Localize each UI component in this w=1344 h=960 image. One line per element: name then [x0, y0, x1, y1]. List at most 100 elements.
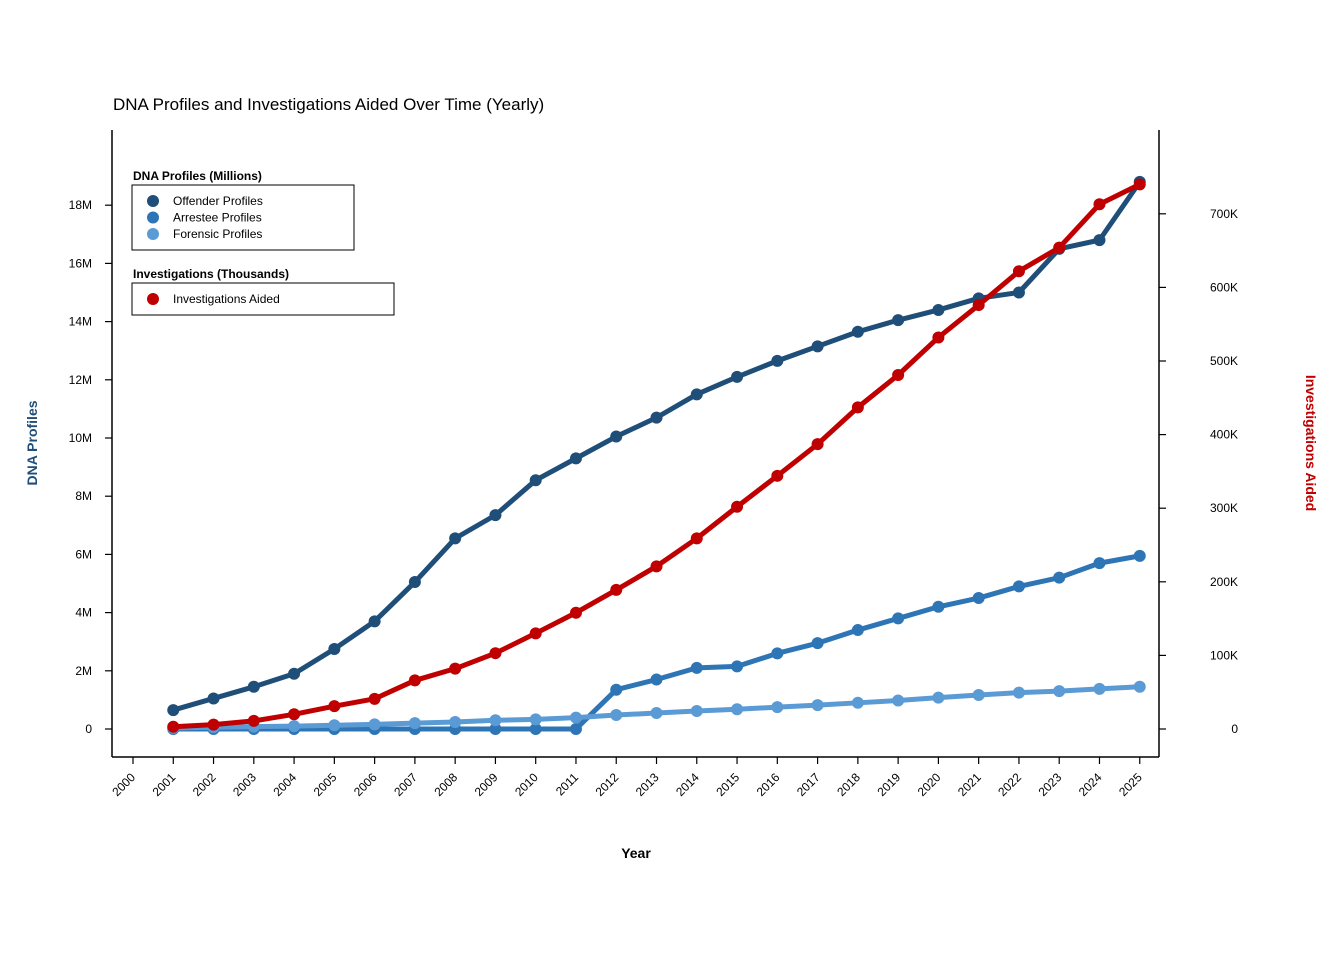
- arrestee-profiles-point: [610, 683, 623, 696]
- x-ticks: 2000 2001 2002 2003 2004 2005 2006 2007 2008 2009…: [109, 757, 1145, 799]
- arrestee-profiles-point: [489, 723, 502, 735]
- left-tick-label: 18M: [69, 198, 92, 212]
- offender-profiles-point: [529, 474, 542, 487]
- investigations-aided-line: [170, 181, 1143, 730]
- right-tick-label: 200K: [1210, 575, 1238, 589]
- forensic-profiles-point: [449, 716, 462, 729]
- offender-profiles-point: [690, 388, 703, 401]
- offender-profiles-point: [1012, 286, 1025, 299]
- offender-profiles-point: [771, 354, 784, 367]
- offender-profiles-line: [170, 179, 1143, 713]
- forensic-profiles-point: [1053, 685, 1066, 698]
- x-tick-label: 2022: [995, 770, 1024, 799]
- investigations-aided-point: [972, 299, 985, 312]
- arrestee-profiles-point: [650, 673, 663, 686]
- arrestee-profiles-point: [731, 660, 744, 673]
- x-tick-label: 2006: [351, 770, 380, 799]
- offender-profiles-point: [247, 680, 260, 693]
- forensic-profiles-point: [892, 694, 905, 707]
- offender-profiles-point: [489, 509, 502, 522]
- forensic-profiles-point: [288, 720, 301, 733]
- y-axis-label-left: DNA Profiles: [24, 400, 40, 485]
- investigations-aided-point: [489, 647, 502, 660]
- investigations-aided-point: [1093, 198, 1106, 211]
- investigations-aided-point: [771, 469, 784, 482]
- legend-right-items: Investigations Aided: [147, 292, 280, 306]
- legend-marker-arrestee-profiles: [147, 211, 159, 224]
- legend-label-forensic-profiles: Forensic Profiles: [173, 227, 262, 241]
- right-tick-label: 600K: [1210, 280, 1238, 294]
- forensic-profiles-point: [529, 713, 542, 726]
- x-tick-label: 2007: [391, 770, 420, 799]
- investigations-aided-point: [731, 500, 744, 513]
- arrestee-profiles-point: [1053, 571, 1066, 584]
- x-tick-label: 2016: [754, 770, 783, 799]
- forensic-profiles-point: [610, 709, 623, 722]
- forensic-profiles-point: [851, 696, 864, 709]
- investigations-aided-point: [247, 714, 260, 727]
- investigations-aided-point: [690, 532, 703, 545]
- legend-marker-forensic-profiles: [147, 228, 159, 240]
- forensic-profiles-point: [771, 701, 784, 714]
- investigations-aided-point: [1133, 178, 1146, 191]
- legend-left-title: DNA Profiles (Millions): [133, 169, 262, 183]
- investigations-aided-point: [610, 583, 623, 596]
- forensic-profiles-point: [731, 703, 744, 716]
- left-tick-label: 4M: [75, 606, 92, 620]
- forensic-profiles-point: [569, 711, 582, 724]
- x-tick-label: 2011: [553, 770, 581, 798]
- offender-profiles-point: [1093, 234, 1106, 247]
- investigations-aided-point: [408, 674, 421, 687]
- investigations-aided-point: [449, 662, 462, 675]
- right-tick-label: 700K: [1210, 207, 1238, 221]
- investigations-aided-point: [288, 708, 301, 721]
- right-tick-label: 500K: [1210, 354, 1238, 368]
- offender-profiles-point: [932, 303, 945, 316]
- arrestee-profiles-point: [972, 592, 985, 605]
- legend-right-title: Investigations (Thousands): [133, 267, 289, 281]
- arrestee-profiles-point: [851, 624, 864, 637]
- left-tick-label: 8M: [75, 489, 92, 503]
- investigations-aided-point: [892, 368, 905, 381]
- offender-profiles-point: [449, 532, 462, 545]
- offender-profiles-point: [408, 576, 421, 589]
- investigations-aided-point: [368, 692, 381, 705]
- x-tick-label: 2021: [955, 770, 984, 799]
- offender-profiles-point: [368, 615, 381, 628]
- arrestee-profiles-point: [932, 600, 945, 613]
- right-y-ticks: 0 100K 200K 300K 400K 500K 600K 700K: [1159, 207, 1238, 736]
- investigations-aided-point: [932, 331, 945, 344]
- x-tick-label: 2014: [673, 770, 702, 799]
- right-tick-label: 300K: [1210, 501, 1238, 515]
- arrestee-profiles-line: [170, 553, 1143, 732]
- right-tick-label: 0: [1231, 722, 1238, 736]
- investigations-aided-point: [569, 606, 582, 619]
- right-tick-label: 400K: [1210, 428, 1238, 442]
- x-axis-label: Year: [621, 845, 651, 861]
- investigations-aided-point: [167, 720, 180, 733]
- legend-label-offender-profiles: Offender Profiles: [173, 194, 263, 208]
- x-tick-label: 2005: [311, 770, 340, 799]
- forensic-profiles-point: [368, 718, 381, 731]
- offender-profiles-point: [650, 411, 663, 424]
- left-tick-label: 16M: [69, 256, 92, 270]
- left-tick-label: 12M: [69, 373, 92, 387]
- right-tick-label: 100K: [1210, 648, 1238, 662]
- chart-title: DNA Profiles and Investigations Aided Ov…: [113, 95, 544, 114]
- left-tick-label: 10M: [69, 431, 92, 445]
- legend-left-box: [131, 184, 355, 251]
- arrestee-profiles-point: [1133, 549, 1146, 562]
- x-tick-label: 2001: [150, 770, 179, 799]
- offender-profiles-point: [731, 370, 744, 383]
- left-tick-label: 6M: [75, 547, 92, 561]
- series-forensic-profiles: [167, 680, 1146, 734]
- legend-marker-investigations-aided: [147, 293, 159, 305]
- offender-profiles-point: [892, 314, 905, 327]
- forensic-profiles-point: [328, 719, 341, 732]
- legend-marker-offender-profiles: [147, 195, 159, 207]
- arrestee-profiles-point: [690, 661, 703, 674]
- forensic-profiles-point: [932, 691, 945, 704]
- investigations-aided-point: [1053, 241, 1066, 254]
- investigations-aided-point: [811, 438, 824, 451]
